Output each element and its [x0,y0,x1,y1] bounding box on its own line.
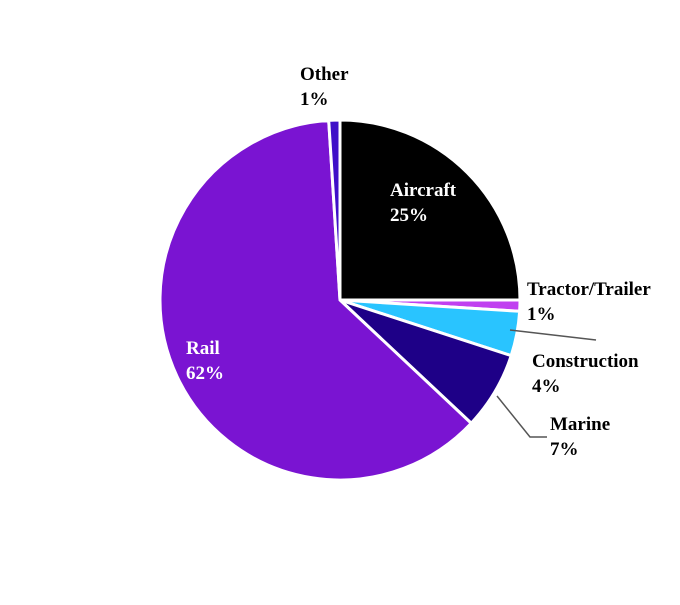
slice-label-construction: Construction [532,351,639,372]
slice-value-marine: 7% [550,439,579,460]
pie-slice-aircraft [338,118,522,302]
slice-label-tractor-trailer: Tractor/Trailer [527,279,651,300]
leader-line-marine [496,395,547,438]
leader-line-tractor-trailer [509,329,597,341]
slice-value-other: 1% [300,89,329,110]
pie-slices [158,118,522,482]
slice-label-other: Other [300,64,349,85]
slice-value-rail: 62% [186,363,224,384]
pie-slice-other [327,118,342,301]
slice-value-aircraft: 25% [390,205,428,226]
slice-label-marine: Marine [550,414,610,435]
slice-value-tractor-trailer: 1% [527,304,556,325]
slice-label-aircraft: Aircraft [390,180,457,201]
slice-label-rail: Rail [186,338,220,359]
leader-lines [496,329,597,438]
slice-labels: Aircraft 25% Tractor/Trailer 1% Construction… [186,64,651,460]
slice-value-construction: 4% [532,376,561,397]
pie-slice-rail [158,118,474,482]
